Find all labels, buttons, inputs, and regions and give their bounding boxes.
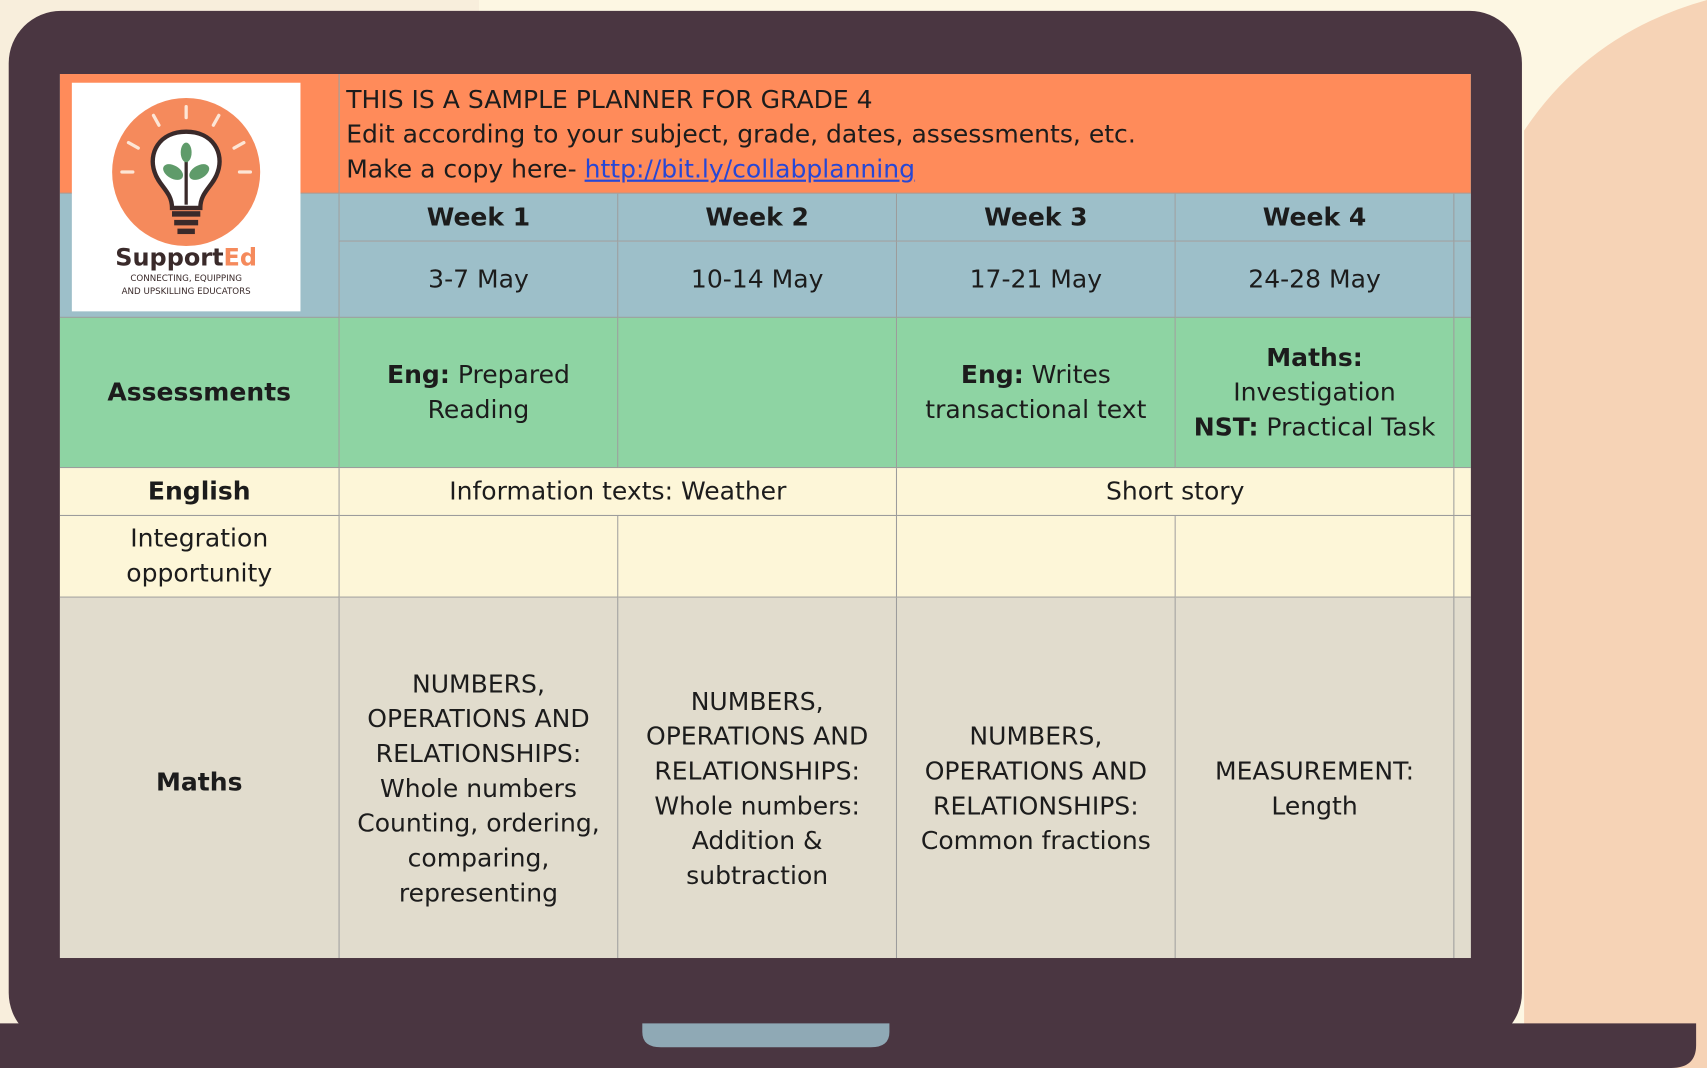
week-cell: Week 3: [897, 193, 1176, 242]
logo: SupportEd CONNECTING, EQUIPPING AND UPSK…: [71, 82, 301, 312]
assessment-subject: NST:: [1193, 413, 1259, 442]
english-topic: Information texts: Weather: [449, 477, 787, 506]
dates-cell: 10-14 May: [618, 241, 898, 318]
maths-cell: NUMBERS, OPERATIONS AND RELATIONSHIPS: W…: [339, 597, 619, 959]
assessment-cell: Eng: Writes transactional text: [897, 317, 1176, 469]
week-label: Week 1: [426, 203, 531, 232]
label-cell: Maths: [59, 597, 340, 959]
dates-cell: [1454, 241, 1471, 318]
header: THIS IS A SAMPLE PLANNER FOR GRADE 4 Edi…: [339, 74, 1471, 194]
integration-cell: [1454, 516, 1471, 598]
integration-cell: [618, 516, 898, 598]
week-label: Week 2: [705, 203, 809, 232]
week-label: Week 4: [1262, 203, 1367, 232]
week-dates: 3-7 May: [428, 265, 529, 294]
row-label: Assessments: [107, 378, 292, 407]
assessment-subject: Eng:: [386, 360, 450, 390]
week-cell: [1454, 193, 1471, 242]
maths-topic: NUMBERS, OPERATIONS AND RELATIONSHIPS: W…: [645, 687, 869, 890]
assessment-item: Eng: Prepared Reading: [348, 358, 608, 428]
row-label: English: [147, 477, 251, 506]
copy-link[interactable]: http://bit.ly/collabplanning: [584, 155, 916, 184]
english-cell: Information texts: Weather: [339, 468, 898, 517]
row-label: Maths: [155, 768, 243, 797]
svg-text:SupportEd: SupportEd: [115, 244, 257, 272]
english-topic: Short story: [1105, 477, 1245, 506]
dates-cell: 3-7 May: [339, 241, 619, 318]
header-line: Make a copy here- http://bit.ly/collabpl…: [346, 152, 1464, 187]
bg-blob: [1524, 0, 1707, 1068]
integration-cell: [1175, 516, 1455, 598]
laptop-notch: [642, 1023, 890, 1048]
assessment-cell: [1454, 317, 1471, 469]
assessment-text: Prepared Reading: [427, 360, 570, 425]
spreadsheet: THIS IS A SAMPLE PLANNER FOR GRADE 4 Edi…: [59, 74, 1471, 959]
assessment-cell: Eng: Prepared Reading: [339, 317, 619, 469]
assessment-item: Maths: Investigation: [1184, 340, 1444, 410]
assessment-cell: Maths: Investigation NST: Practical Task: [1175, 317, 1455, 469]
maths-topic: MEASUREMENT: Length: [1214, 757, 1415, 821]
assessment-text: Writes transactional text: [925, 360, 1147, 425]
assessment-subject: Eng:: [960, 360, 1024, 390]
assessment-cell: [618, 317, 898, 469]
logo-tagline: CONNECTING, EQUIPPING: [130, 274, 242, 284]
maths-cell: NUMBERS, OPERATIONS AND RELATIONSHIPS: W…: [618, 597, 898, 959]
maths-topic: NUMBERS, OPERATIONS AND RELATIONSHIPS: W…: [357, 670, 600, 908]
logo-name: Support: [115, 244, 223, 272]
week-dates: 17-21 May: [969, 265, 1103, 294]
assessment-subject: Maths:: [1266, 343, 1363, 372]
integration-cell: [897, 516, 1176, 598]
assessment-text: Practical Task: [1266, 413, 1436, 442]
row-label: Integration opportunity: [126, 524, 273, 588]
week-cell: Week 1: [339, 193, 619, 242]
dates-cell: 17-21 May: [897, 241, 1176, 318]
logo-tagline: AND UPSKILLING EDUCATORS: [122, 287, 252, 297]
week-cell: Week 4: [1175, 193, 1455, 242]
logo-mark: SupportEd CONNECTING, EQUIPPING AND UPSK…: [112, 97, 261, 297]
english-cell: Short story: [897, 468, 1455, 517]
assessment-item: Eng: Writes transactional text: [906, 358, 1166, 428]
maths-cell: [1454, 597, 1471, 959]
maths-cell: NUMBERS, OPERATIONS AND RELATIONSHIPS: C…: [897, 597, 1176, 959]
label-cell: English: [59, 468, 340, 517]
week-label: Week 3: [984, 203, 1088, 232]
english-cell: [1454, 468, 1471, 517]
dates-cell: 24-28 May: [1175, 241, 1455, 318]
header-line: THIS IS A SAMPLE PLANNER FOR GRADE 4: [346, 86, 873, 115]
maths-topic: NUMBERS, OPERATIONS AND RELATIONSHIPS: C…: [920, 722, 1151, 856]
assessment-text: Investigation: [1233, 378, 1396, 407]
label-cell: Integration opportunity: [59, 516, 340, 598]
header-text: Make a copy here-: [346, 155, 577, 184]
week-dates: 10-14 May: [690, 265, 824, 294]
integration-cell: [339, 516, 619, 598]
week-cell: Week 2: [618, 193, 898, 242]
header-line: Edit according to your subject, grade, d…: [346, 120, 1136, 150]
assessment-item: NST: Practical Task: [1194, 410, 1436, 445]
label-cell: Assessments: [59, 317, 340, 469]
week-dates: 24-28 May: [1248, 265, 1381, 294]
logo-name: Ed: [224, 244, 258, 272]
maths-cell: MEASUREMENT: Length: [1175, 597, 1455, 959]
